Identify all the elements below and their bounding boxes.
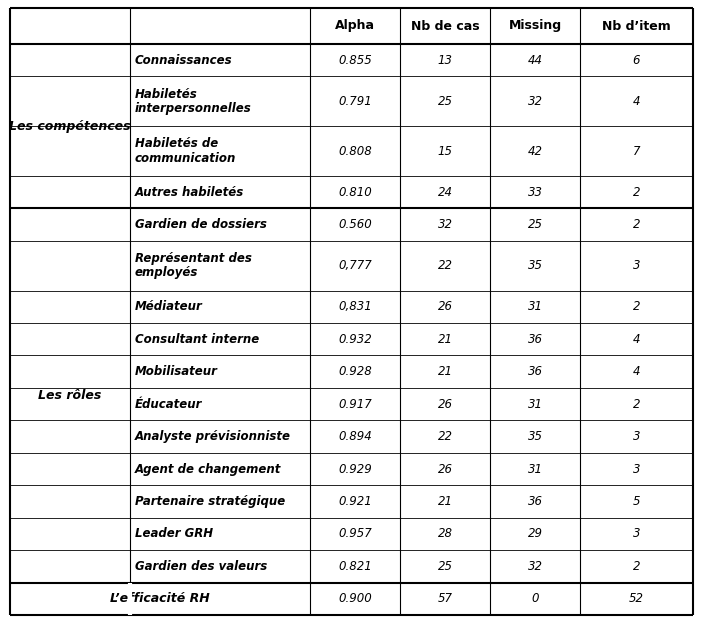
Text: Les rôles: Les rôles: [38, 389, 102, 402]
Text: 32: 32: [437, 218, 453, 231]
Text: 0.900: 0.900: [338, 592, 372, 606]
Text: Mobilisateur: Mobilisateur: [135, 365, 218, 378]
Text: 44: 44: [527, 54, 543, 67]
Text: Gardien de dossiers: Gardien de dossiers: [135, 218, 267, 231]
Text: Agent de changement: Agent de changement: [135, 462, 281, 475]
Text: 4: 4: [633, 365, 640, 378]
Text: 3: 3: [633, 528, 640, 540]
Text: 7: 7: [633, 145, 640, 158]
Text: 6: 6: [633, 54, 640, 67]
Text: 32: 32: [527, 560, 543, 573]
Text: 0.957: 0.957: [338, 528, 372, 540]
Text: 31: 31: [527, 462, 543, 475]
Text: 0.929: 0.929: [338, 462, 372, 475]
Text: 0,777: 0,777: [338, 259, 372, 272]
Text: 24: 24: [437, 186, 453, 199]
Text: 21: 21: [437, 365, 453, 378]
Text: 57: 57: [437, 592, 453, 606]
Text: 0.921: 0.921: [338, 495, 372, 508]
Text: 0.810: 0.810: [338, 186, 372, 199]
Text: Partenaire stratégique: Partenaire stratégique: [135, 495, 285, 508]
Text: 2: 2: [633, 218, 640, 231]
Text: 0.808: 0.808: [338, 145, 372, 158]
Text: 36: 36: [527, 333, 543, 346]
Text: 21: 21: [437, 333, 453, 346]
Text: 42: 42: [527, 145, 543, 158]
Text: 21: 21: [437, 495, 453, 508]
Text: 26: 26: [437, 300, 453, 313]
Text: 28: 28: [437, 528, 453, 540]
Text: Missing: Missing: [508, 19, 562, 32]
Text: 0,831: 0,831: [338, 300, 372, 313]
Text: L’efficacité RH: L’efficacité RH: [110, 592, 210, 606]
Text: Leader GRH: Leader GRH: [135, 528, 213, 540]
Text: 29: 29: [527, 528, 543, 540]
Text: 0.894: 0.894: [338, 430, 372, 443]
Text: 25: 25: [437, 95, 453, 108]
Text: 2: 2: [633, 300, 640, 313]
Text: 13: 13: [437, 54, 453, 67]
Text: 3: 3: [633, 430, 640, 443]
Text: Autres habiletés: Autres habiletés: [135, 186, 244, 199]
Text: 31: 31: [527, 397, 543, 411]
Text: 0.855: 0.855: [338, 54, 372, 67]
Text: 0.917: 0.917: [338, 397, 372, 411]
Text: Gardien des valeurs: Gardien des valeurs: [135, 560, 267, 573]
Text: Représentant des
employés: Représentant des employés: [135, 252, 252, 280]
Text: Consultant interne: Consultant interne: [135, 333, 259, 346]
Text: Les compétences: Les compétences: [9, 120, 131, 133]
Text: 0.821: 0.821: [338, 560, 372, 573]
Text: Analyste prévisionniste: Analyste prévisionniste: [135, 430, 291, 443]
Text: 35: 35: [527, 259, 543, 272]
Text: 0: 0: [531, 592, 538, 606]
Text: 0.560: 0.560: [338, 218, 372, 231]
Text: 0.928: 0.928: [338, 365, 372, 378]
Text: Éducateur: Éducateur: [135, 397, 202, 411]
Text: 4: 4: [633, 95, 640, 108]
Text: 25: 25: [437, 560, 453, 573]
Text: 5: 5: [633, 495, 640, 508]
Text: Connaissances: Connaissances: [135, 54, 233, 67]
Text: 33: 33: [527, 186, 543, 199]
Text: 0.791: 0.791: [338, 95, 372, 108]
Text: 3: 3: [633, 462, 640, 475]
Text: 26: 26: [437, 462, 453, 475]
Text: Nb de cas: Nb de cas: [411, 19, 479, 32]
Text: 0.932: 0.932: [338, 333, 372, 346]
Text: 52: 52: [629, 592, 644, 606]
Text: 25: 25: [527, 218, 543, 231]
Text: 36: 36: [527, 365, 543, 378]
Text: 26: 26: [437, 397, 453, 411]
Text: 3: 3: [633, 259, 640, 272]
Text: Habiletés
interpersonnelles: Habiletés interpersonnelles: [135, 88, 252, 115]
Text: 22: 22: [437, 259, 453, 272]
Text: 36: 36: [527, 495, 543, 508]
Text: 2: 2: [633, 397, 640, 411]
Text: 2: 2: [633, 560, 640, 573]
Text: Nb d’item: Nb d’item: [602, 19, 671, 32]
Text: 15: 15: [437, 145, 453, 158]
Text: 32: 32: [527, 95, 543, 108]
Text: 31: 31: [527, 300, 543, 313]
Text: 4: 4: [633, 333, 640, 346]
Text: Habiletés de
communication: Habiletés de communication: [135, 137, 236, 165]
Text: Médiateur: Médiateur: [135, 300, 202, 313]
Text: Alpha: Alpha: [335, 19, 375, 32]
Text: 2: 2: [633, 186, 640, 199]
Text: 35: 35: [527, 430, 543, 443]
Text: 22: 22: [437, 430, 453, 443]
